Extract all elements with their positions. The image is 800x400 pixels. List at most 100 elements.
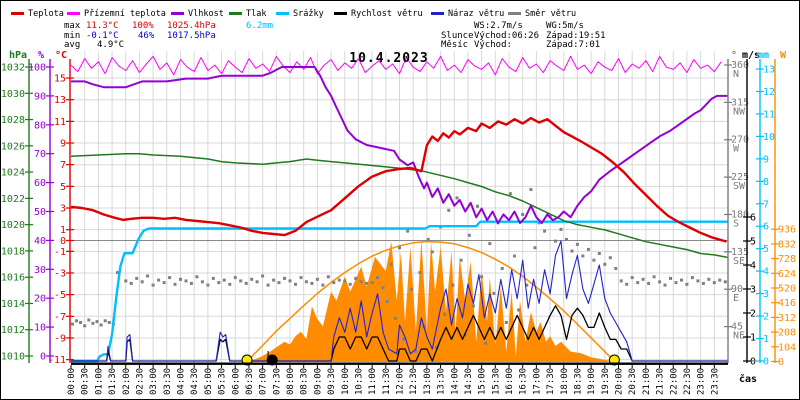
wind-direction-dot [99, 323, 103, 327]
axis-label: 70 [34, 149, 46, 160]
wind-direction-dot [451, 283, 455, 287]
time-axis-line [71, 362, 728, 365]
wind-direction-dot [696, 279, 700, 283]
axis-label: 18:30 [573, 368, 583, 395]
legend-dash-3 [171, 12, 184, 15]
axis-label: 1 [60, 225, 66, 236]
wind-direction-dot [592, 258, 596, 262]
axis-label: 1032 [1, 63, 25, 74]
legend-dash-5 [276, 12, 289, 15]
axis-label: 104 [778, 342, 796, 353]
axis-label: 0 [778, 357, 784, 368]
axis-label: 08:30 [300, 368, 310, 395]
axis-label: -3 [54, 268, 66, 279]
wind-direction-dot [674, 281, 678, 285]
wind-direction-dot [658, 280, 662, 284]
axis-label: 30 [34, 265, 46, 276]
wind-direction-dot [272, 278, 276, 282]
legend-dash-4 [229, 12, 242, 15]
stat-rain-total: 6.2mm [246, 21, 274, 31]
axis-label: 5 [750, 237, 756, 248]
axis-label: 1018 [1, 246, 25, 257]
wind-direction-dot [250, 277, 254, 281]
axis-label: 18:00 [560, 368, 570, 395]
wind-direction-dot [707, 277, 711, 281]
axis-label: -11 [48, 355, 66, 366]
wind-direction-dot [690, 276, 694, 280]
stat-max-label: max [64, 21, 81, 31]
axis-label: 13 [763, 65, 775, 76]
wind-direction-dot [701, 281, 705, 285]
axis-label: 05:30 [218, 368, 228, 395]
wind-direction-dot [603, 262, 607, 266]
wind-direction-dot [414, 350, 418, 353]
wind-direction-dot [669, 276, 672, 280]
axis-label: 02:30 [135, 368, 145, 395]
axis-label: 5 [763, 244, 769, 255]
wind-direction-dot [410, 287, 414, 291]
axis-label: 2 [750, 309, 756, 320]
series-p-zemn-teplota [70, 55, 722, 76]
axis-label: 16:00 [505, 368, 515, 395]
legend-dash-6 [334, 12, 347, 15]
wind-direction-dot [129, 281, 133, 285]
axis-label: 0 [60, 236, 66, 247]
axis-label: 14:30 [464, 368, 474, 395]
axis-label: 01:30 [108, 368, 118, 395]
wind-direction-dot [712, 281, 716, 285]
axis-label: 0 [750, 357, 756, 368]
wind-direction-dot [443, 312, 447, 316]
axis-label: S [733, 218, 739, 229]
axis-label: 8 [763, 177, 769, 188]
axis-label: mm [757, 50, 769, 61]
wind-direction-dot [107, 321, 111, 324]
axis-label: W [733, 144, 740, 155]
axis-label: 3 [750, 285, 756, 296]
axis-label: 20 [34, 294, 46, 305]
axis-label: % [38, 50, 44, 61]
wind-direction-dot [476, 204, 479, 208]
wind-direction-dot [304, 280, 308, 284]
wind-direction-dot [521, 213, 525, 216]
axis-label: 07:00 [259, 368, 269, 395]
axis-label: N [733, 69, 739, 80]
axis-label: 02:00 [122, 368, 132, 395]
axis-label: 5 [60, 182, 66, 193]
wind-direction-dot [455, 196, 459, 200]
wind-direction-dot [559, 227, 563, 231]
series-tlak [70, 152, 729, 259]
axis-label: 13 [54, 95, 66, 106]
axis-label: 22:30 [683, 368, 693, 395]
axis-label: 09:00 [313, 368, 323, 395]
axis-label: 90 [731, 284, 743, 295]
axis-label: 00:00 [67, 368, 77, 395]
axis-label: 180 [731, 209, 749, 220]
axis-label: 312 [778, 313, 796, 324]
axis-label: 19:30 [601, 368, 611, 395]
axis-label: 11:30 [382, 368, 392, 395]
axis-label: 6 [763, 222, 769, 233]
axis-label: 1 [750, 333, 756, 344]
wind-direction-dot [337, 278, 341, 282]
axis-label: 03:30 [163, 368, 173, 395]
wind-direction-dot [467, 233, 471, 237]
axis-label: 10 [34, 323, 46, 334]
moon-label: Měsíc [441, 39, 469, 50]
axis-label: 04:30 [190, 368, 200, 395]
axis-label: 2 [763, 312, 769, 323]
axis-label: 7 [60, 160, 66, 171]
axis-label: -9 [54, 333, 66, 344]
wind-direction-dot [222, 278, 226, 282]
stat-min-humidity: 46% [138, 30, 155, 41]
axis-label: 00:30 [81, 368, 91, 395]
axis-label: °C [55, 50, 67, 61]
axis-label: NE [733, 331, 745, 342]
wind-direction-dot [581, 254, 585, 258]
axis-label: 11 [763, 109, 775, 120]
axis-label: 12:00 [396, 368, 406, 395]
wind-direction-dot [168, 276, 172, 280]
axis-label: 08:00 [286, 368, 296, 395]
wind-direction-dot [354, 276, 358, 280]
axis-label: 45 [731, 322, 743, 333]
wind-direction-dot [447, 208, 451, 212]
